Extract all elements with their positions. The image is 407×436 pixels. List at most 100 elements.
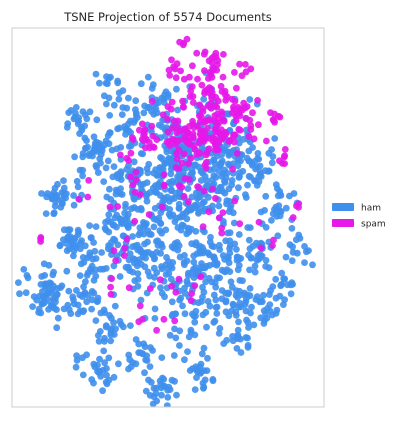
- point-ham: [215, 168, 223, 175]
- point-spam: [215, 214, 223, 222]
- point-spam: [117, 151, 124, 159]
- point-spam: [207, 104, 215, 112]
- point-ham: [246, 224, 254, 232]
- point-ham: [224, 290, 232, 298]
- point-spam: [191, 282, 199, 289]
- point-ham: [117, 176, 125, 184]
- point-spam: [145, 211, 153, 218]
- point-ham: [169, 311, 177, 318]
- point-ham: [233, 345, 241, 352]
- point-ham: [114, 77, 121, 85]
- point-ham: [224, 254, 232, 262]
- point-spam: [112, 257, 120, 265]
- point-ham: [141, 240, 148, 248]
- point-ham: [149, 400, 157, 407]
- point-ham: [86, 108, 94, 116]
- point-ham: [134, 270, 142, 277]
- point-ham: [198, 204, 206, 211]
- point-spam: [208, 59, 216, 66]
- point-ham: [63, 124, 71, 131]
- point-spam: [178, 183, 186, 191]
- point-ham: [167, 161, 175, 169]
- point-ham: [223, 197, 231, 205]
- point-ham: [74, 226, 82, 234]
- point-ham: [114, 241, 122, 249]
- chart-title: TSNE Projection of 5574 Documents: [63, 10, 272, 24]
- point-spam: [85, 177, 93, 184]
- point-spam: [177, 127, 184, 135]
- point-ham: [102, 164, 110, 172]
- point-spam: [177, 67, 185, 75]
- point-ham: [195, 210, 202, 217]
- point-ham: [77, 239, 84, 247]
- point-ham: [232, 308, 240, 316]
- point-ham: [106, 129, 114, 137]
- point-ham: [76, 166, 84, 174]
- point-ham: [244, 341, 252, 349]
- point-ham: [190, 274, 198, 281]
- point-spam: [164, 115, 171, 123]
- point-ham: [201, 173, 209, 180]
- point-ham: [151, 315, 159, 322]
- point-spam: [153, 326, 161, 334]
- point-spam: [218, 224, 226, 232]
- point-ham: [71, 153, 78, 161]
- point-ham: [173, 214, 180, 222]
- point-ham: [139, 253, 147, 261]
- point-spam: [213, 121, 221, 129]
- point-ham: [170, 352, 178, 359]
- point-ham: [200, 344, 208, 352]
- point-ham: [222, 297, 230, 305]
- point-ham: [104, 80, 111, 88]
- point-ham: [230, 302, 238, 309]
- point-spam: [172, 140, 180, 148]
- point-ham: [107, 196, 115, 203]
- point-ham: [83, 115, 91, 123]
- point-spam: [201, 90, 208, 97]
- point-ham: [288, 225, 296, 232]
- point-ham: [273, 306, 281, 314]
- point-spam: [136, 302, 144, 310]
- point-ham: [90, 239, 97, 246]
- point-spam: [198, 81, 206, 89]
- plot-frame: [11, 27, 325, 408]
- point-ham: [162, 226, 170, 234]
- point-spam: [189, 120, 197, 128]
- point-ham: [104, 157, 112, 165]
- point-ham: [93, 163, 100, 171]
- point-ham: [53, 306, 60, 313]
- point-ham: [164, 386, 172, 394]
- point-ham: [60, 177, 67, 185]
- point-ham: [84, 143, 91, 151]
- point-spam: [171, 317, 179, 325]
- point-ham: [223, 336, 231, 344]
- point-ham: [67, 310, 75, 317]
- point-spam: [164, 103, 172, 111]
- point-ham: [140, 230, 148, 238]
- point-ham: [242, 307, 250, 315]
- point-ham: [162, 271, 170, 278]
- point-ham: [183, 257, 191, 265]
- point-ham: [139, 150, 147, 158]
- point-ham: [262, 257, 270, 264]
- point-ham: [228, 181, 236, 189]
- point-ham: [239, 277, 246, 285]
- point-ham: [82, 278, 89, 286]
- point-spam: [180, 150, 188, 158]
- point-ham: [126, 322, 134, 329]
- point-ham: [278, 269, 286, 277]
- point-spam: [168, 282, 176, 290]
- point-ham: [209, 377, 217, 385]
- point-ham: [144, 169, 152, 177]
- point-spam: [184, 129, 192, 136]
- point-spam: [199, 108, 207, 115]
- point-ham: [67, 107, 75, 114]
- point-spam: [196, 149, 204, 157]
- point-spam: [289, 214, 297, 221]
- point-ham: [289, 248, 297, 256]
- point-ham: [83, 298, 91, 306]
- point-ham: [106, 112, 114, 119]
- point-ham: [88, 296, 96, 304]
- point-ham: [35, 305, 43, 313]
- point-ham: [183, 208, 190, 216]
